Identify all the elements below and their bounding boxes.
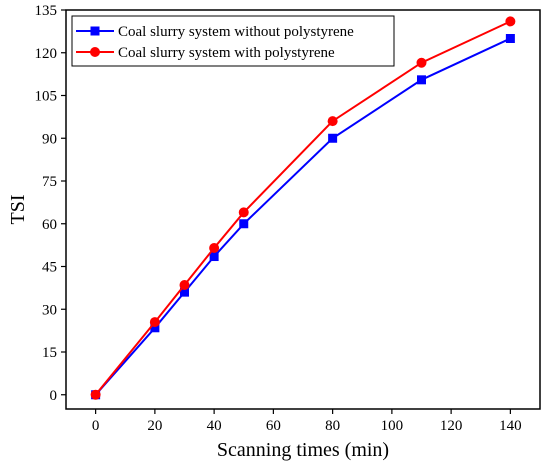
data-point-circle <box>90 389 101 400</box>
data-point-circle <box>209 242 220 253</box>
data-point-square <box>328 133 338 143</box>
data-point-square <box>505 34 515 43</box>
x-tick-label: 100 <box>381 418 404 434</box>
y-tick-label: 15 <box>42 345 57 361</box>
legend: Coal slurry system without polystyrene C… <box>71 15 395 67</box>
legend-label-with-polystyrene: Coal slurry system with polystyrene <box>118 45 335 61</box>
y-tick-label: 75 <box>42 174 57 190</box>
series-line-1 <box>94 20 511 396</box>
x-tick-label: 80 <box>325 418 340 434</box>
data-point-square <box>180 287 189 297</box>
data-point-square <box>239 219 249 229</box>
x-tick-label: 0 <box>92 418 100 434</box>
y-tick-label: 0 <box>50 388 58 404</box>
data-point-circle <box>327 116 338 127</box>
legend-label-without-polystyrene: Coal slurry system without polystyrene <box>118 24 354 40</box>
axis-ticks: 0 20 40 60 80 100 120 140 0 15 30 45 60 75 90 105 120 135 <box>35 3 522 434</box>
legend-marker-circle <box>90 47 100 57</box>
y-axis-title: TSI <box>7 195 29 225</box>
y-tick-label: 120 <box>35 46 58 62</box>
data-point-square <box>209 252 219 262</box>
data-point-circle <box>149 317 160 328</box>
y-tick-label: 105 <box>35 89 58 105</box>
y-tick-label: 90 <box>42 131 57 147</box>
data-point-circle <box>416 57 427 68</box>
x-tick-label: 40 <box>207 418 222 434</box>
data-point-circle <box>179 280 190 291</box>
data-point-square <box>417 75 426 85</box>
y-tick-label: 30 <box>42 302 57 318</box>
x-tick-label: 60 <box>266 418 281 434</box>
data-point-circle <box>238 207 249 218</box>
legend-box <box>71 15 395 67</box>
y-tick-label: 135 <box>35 3 58 19</box>
data-point-square <box>150 323 160 333</box>
x-tick-label: 120 <box>440 418 463 434</box>
y-tick-label: 60 <box>42 217 57 233</box>
x-tick-label: 140 <box>499 418 522 434</box>
y-tick-label: 45 <box>42 260 57 276</box>
legend-marker-square <box>90 26 100 36</box>
x-axis-title: Scanning times (min) <box>217 439 389 461</box>
series-layer <box>90 16 516 400</box>
data-point-circle <box>505 16 516 27</box>
plot-frame <box>65 9 541 410</box>
series-line-0 <box>94 37 511 396</box>
x-tick-label: 20 <box>147 418 162 434</box>
